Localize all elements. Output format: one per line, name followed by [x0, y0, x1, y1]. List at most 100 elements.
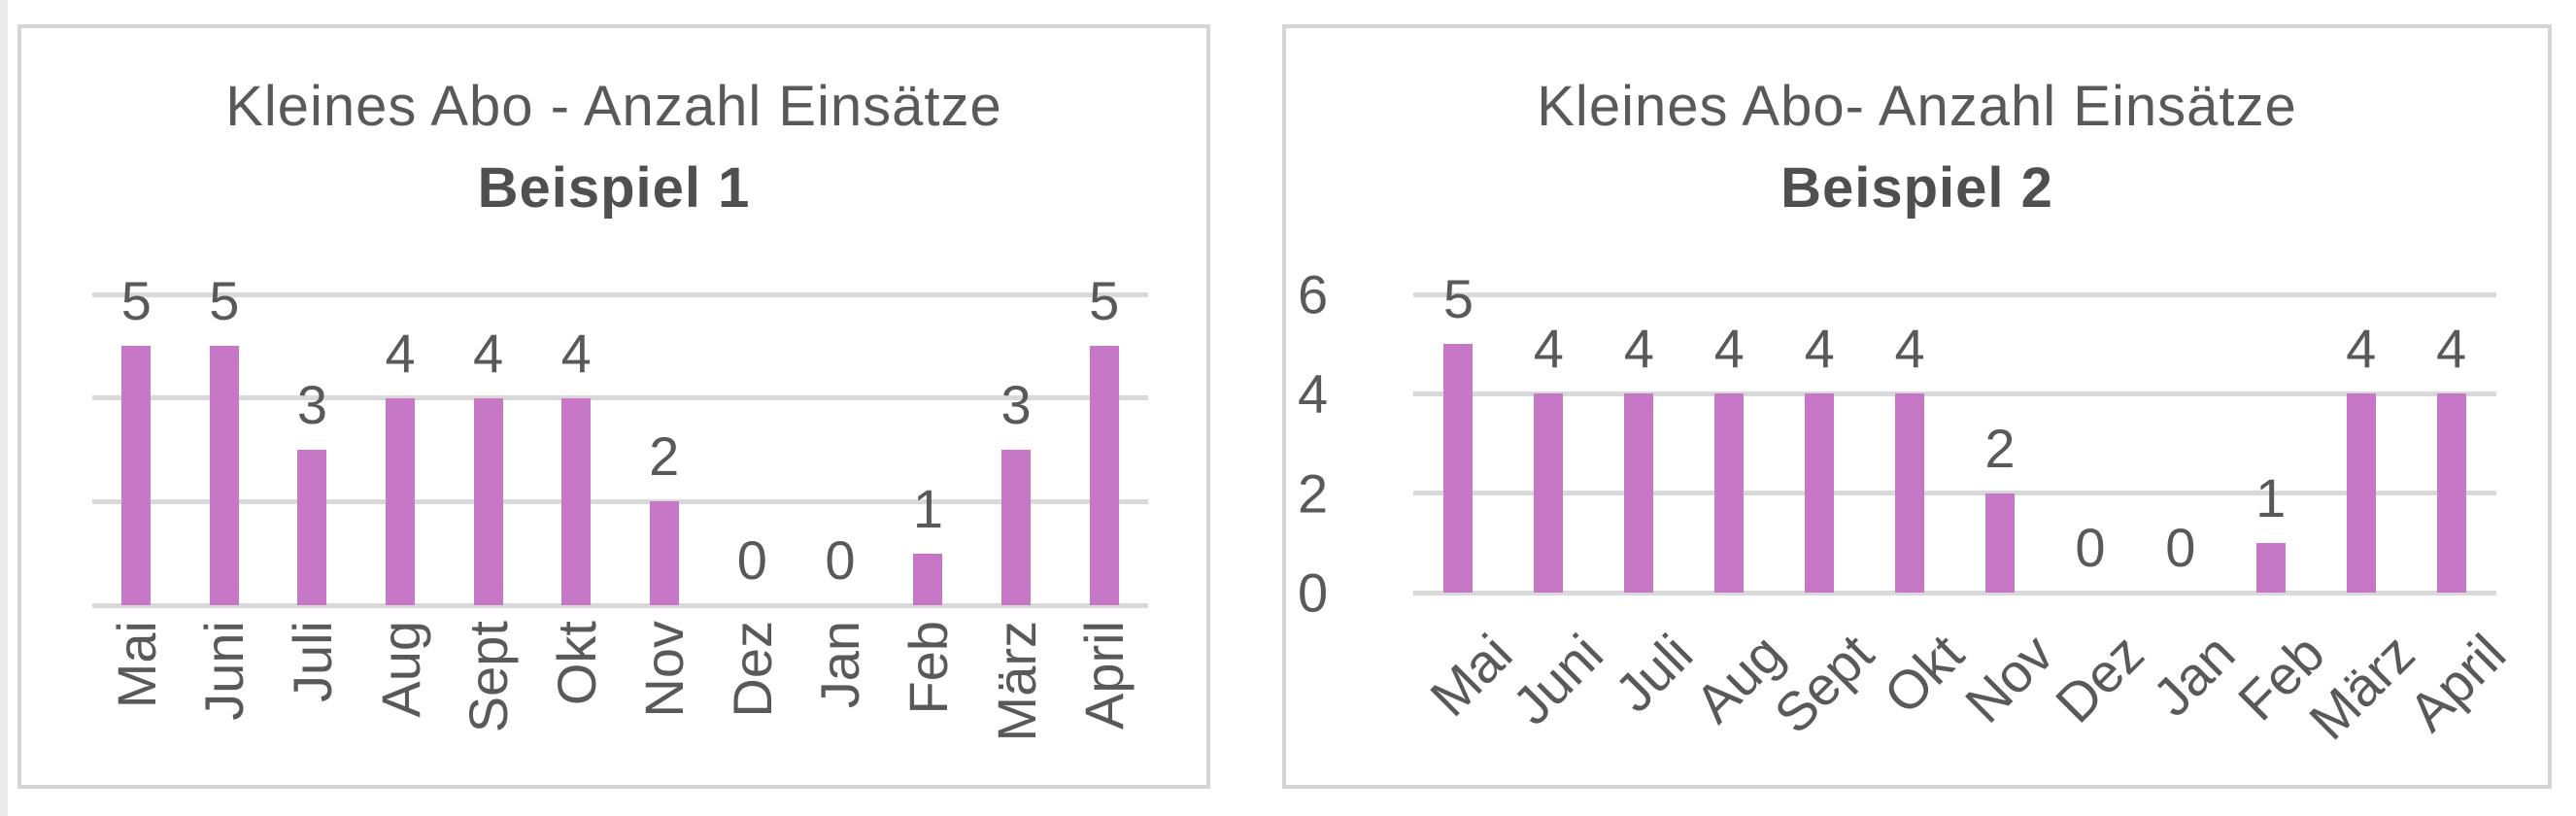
bar-slot-März: 4: [2316, 294, 2406, 593]
bar-value-label: 1: [2255, 466, 2287, 528]
gridline: [1413, 491, 2496, 496]
x-axis-slot: Sept: [444, 621, 532, 732]
x-axis-label: Feb: [897, 621, 959, 715]
bar-slot-Okt: 4: [532, 294, 621, 605]
x-axis-slot: Juni: [181, 621, 269, 721]
bar-slot-März: 3: [972, 294, 1061, 605]
x-axis-slot: Feb: [884, 621, 972, 715]
bar-value-label: 4: [1533, 318, 1564, 380]
bar-value-label: 5: [209, 270, 240, 332]
x-axis-label: Juni: [1500, 622, 1614, 736]
bar-Nov: [1984, 493, 2015, 593]
bar-value-label: 4: [560, 322, 592, 384]
bar-slot-Mai: 5: [92, 270, 181, 605]
bar-value-label: 4: [1713, 318, 1745, 380]
chart-title-block: Kleines Abo - Anzahl Einsätze Beispiel 1: [21, 77, 1206, 219]
bar-slot-Aug: 4: [356, 294, 445, 605]
x-axis-label: Nov: [633, 621, 695, 718]
chart-card-beispiel-1: Kleines Abo - Anzahl Einsätze Beispiel 1…: [17, 24, 1210, 789]
chart-title: Kleines Abo - Anzahl Einsätze: [225, 75, 1002, 138]
gridline: [1413, 291, 2496, 297]
x-axis-label: Juli: [1603, 622, 1705, 724]
bar-Okt: [561, 397, 592, 605]
x-axis-slot: Dez: [708, 621, 797, 718]
bar-slot-Juni: 4: [1504, 294, 1594, 593]
chart-subtitle: Beispiel 2: [1780, 156, 2053, 220]
bar-März: [2346, 393, 2376, 593]
bar-slot-Juli: 3: [268, 294, 356, 605]
x-axis-slot: Aug: [356, 621, 445, 718]
bar-Juli: [1624, 393, 1654, 593]
x-axis-label: März: [985, 621, 1047, 742]
bar-slot-Sept: 4: [444, 294, 532, 605]
bar-slot-Jan: 0: [797, 294, 885, 605]
bar-Nov: [649, 501, 679, 605]
bar-Okt: [1895, 393, 1925, 593]
bar-value-label: 0: [2165, 517, 2196, 578]
bar-slot-Feb: 1: [2225, 294, 2316, 593]
x-axis-label: Nov: [1953, 622, 2066, 734]
bar-slot-Juni: 5: [181, 270, 269, 605]
x-axis-slot: Juli: [268, 621, 356, 702]
bar-Sept: [1805, 393, 1835, 593]
bar-value-label: 3: [296, 374, 328, 435]
gridline: [92, 602, 1148, 608]
bar-slot-Dez: 0: [2045, 294, 2135, 593]
x-axis-slot: Mai: [92, 621, 181, 708]
gridline: [1413, 391, 2496, 396]
y-axis: 6 4 2 0: [1298, 264, 1385, 624]
bar-slot-Nov: 2: [1955, 294, 2046, 593]
x-axis-label: Aug: [369, 621, 431, 718]
gridline: [92, 291, 1148, 297]
bar-Sept: [473, 397, 503, 605]
bar-Aug: [1714, 393, 1745, 593]
bar-value-label: 3: [1000, 374, 1032, 435]
bar-value-label: 1: [912, 477, 944, 539]
bar-Feb: [913, 553, 943, 605]
bar-value-label: 5: [1442, 268, 1474, 330]
x-axis-label: Mai: [105, 621, 167, 709]
x-axis-label: Sept: [458, 621, 520, 733]
bar-value-label: 4: [1894, 318, 1925, 380]
bar-slot-Mai: 5: [1413, 268, 1504, 593]
x-axis: Mai Juni Juli Aug Sept Okt Nov Dez Jan Feb März Apr…: [92, 621, 1148, 788]
bar-slot-April: 5: [1060, 270, 1148, 605]
y-axis-tick-label: 0: [1298, 561, 1329, 624]
bar-value-label: 5: [120, 270, 152, 332]
bar-April: [1089, 346, 1119, 605]
x-axis-slot: April: [1060, 621, 1148, 730]
bar-Juli: [297, 450, 327, 605]
x-axis-label: Juni: [193, 621, 255, 721]
bar-value-label: 4: [1804, 318, 1835, 380]
bar-slot-Feb: 1: [884, 294, 972, 605]
bar-value-label: 4: [1623, 318, 1654, 380]
bar-value-label: 2: [649, 425, 680, 488]
x-axis-label: April: [2396, 622, 2517, 743]
bar-Mai: [1443, 344, 1474, 593]
bar-slot-Juli: 4: [1594, 294, 1684, 593]
x-axis-label: Dez: [721, 621, 783, 718]
chart-title-block: Kleines Abo- Anzahl Einsätze Beispiel 2: [1286, 77, 2548, 219]
bar-slot-Sept: 4: [1775, 294, 1865, 593]
bar-Aug: [386, 397, 416, 605]
bar-slot-Dez: 0: [708, 294, 797, 605]
x-axis-slot: Nov: [620, 621, 708, 718]
x-axis-label: Okt: [1872, 622, 1976, 726]
x-axis-label: Sept: [1762, 622, 1885, 745]
bar-slot-April: 4: [2406, 294, 2496, 593]
bar-slot-Okt: 4: [1865, 294, 1955, 593]
bar-value-label: 0: [2075, 517, 2106, 578]
x-axis-label: Okt: [545, 621, 607, 706]
bar-value-label: 4: [2346, 318, 2377, 380]
gridline: [92, 395, 1148, 401]
page-left-edge: [0, 0, 8, 816]
bar-slot-Nov: 2: [620, 294, 708, 605]
bar-Juni: [1534, 393, 1564, 593]
x-axis-label: April: [1073, 621, 1135, 731]
bar-slot-Aug: 4: [1684, 294, 1775, 593]
x-axis-label: Jan: [2140, 622, 2247, 729]
